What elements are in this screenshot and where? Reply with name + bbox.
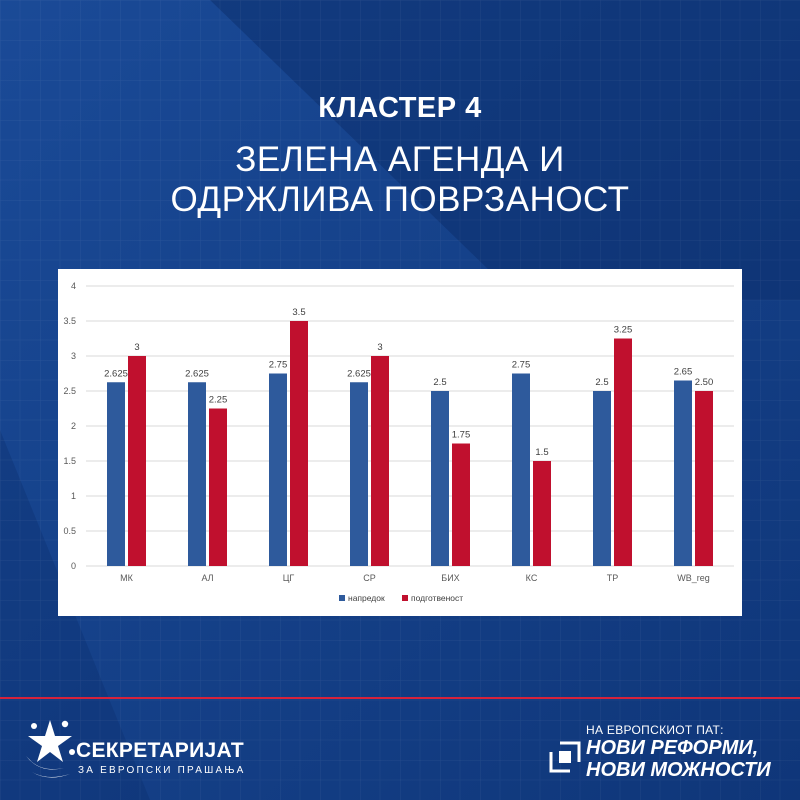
logo-subtitle: ЗА ЕВРОПСКИ ПРАШАЊА — [78, 765, 246, 776]
data-label: 2.625 — [347, 368, 371, 379]
x-tick-label: МК — [120, 573, 133, 583]
x-tick-label: КС — [526, 573, 538, 583]
bar-podgotvenost — [128, 356, 146, 566]
y-tick-label: 0.5 — [63, 526, 76, 536]
accent-divider — [0, 697, 800, 699]
data-label: 2.5 — [595, 377, 608, 388]
slogan-line-2: НОВИ МОЖНОСТИ — [586, 759, 771, 781]
bar-chart-panel: 0 0.5 1 1.5 2 2.5 3 3.5 4 2.625 3 МК 2.625 2.25 АЛ 2.75… — [58, 269, 742, 616]
data-label: 2.65 — [674, 367, 693, 378]
bar-napredok — [512, 373, 530, 566]
y-tick-label: 2 — [71, 421, 76, 431]
bar-napredok — [107, 382, 125, 566]
bar-podgotvenost — [290, 321, 308, 566]
x-tick-label: БИХ — [441, 573, 459, 583]
data-label: 1.5 — [535, 447, 548, 458]
x-tick-label: АЛ — [201, 573, 213, 583]
x-tick-label: СР — [363, 573, 376, 583]
cluster-subtitle: ЗЕЛЕНА АГЕНДА И ОДРЖЛИВА ПОВРЗАНОСТ — [0, 140, 800, 220]
legend-label: подготвеност — [411, 593, 463, 603]
legend-label: напредок — [348, 593, 385, 603]
data-label: 2.75 — [512, 360, 531, 371]
bar-podgotvenost — [614, 338, 632, 566]
data-label: 2.25 — [209, 395, 228, 406]
y-tick-label: 1 — [71, 491, 76, 501]
bar-podgotvenost — [452, 443, 470, 566]
bar-podgotvenost — [533, 461, 551, 566]
data-label: 2.50 — [695, 377, 714, 388]
slogan-main: НОВИ РЕФОРМИ, НОВИ МОЖНОСТИ — [586, 737, 771, 781]
data-label: 3.5 — [292, 307, 305, 318]
y-tick-label: 2.5 — [63, 386, 76, 396]
cluster-title: КЛАСТЕР 4 — [318, 92, 482, 124]
bar-chart: 0 0.5 1 1.5 2 2.5 3 3.5 4 2.625 3 МК 2.625 2.25 АЛ 2.75… — [63, 281, 734, 603]
slogan-line-1: НОВИ РЕФОРМИ, — [586, 737, 759, 759]
slogan-intro: НА ЕВРОПСКИОТ ПАТ: — [586, 723, 724, 737]
data-label: 2.625 — [185, 368, 209, 379]
bar-podgotvenost — [695, 391, 713, 566]
legend-swatch — [339, 595, 345, 601]
slogan-frame-icon — [549, 741, 581, 773]
data-label: 2.5 — [433, 377, 446, 388]
subtitle-line-1: ЗЕЛЕНА АГЕНДА И — [235, 140, 565, 179]
data-label: 2.625 — [104, 368, 128, 379]
data-label: 2.75 — [269, 360, 288, 371]
bar-napredok — [674, 380, 692, 566]
x-tick-label: ТР — [607, 573, 619, 583]
y-tick-label: 3.5 — [63, 316, 76, 326]
y-tick-label: 1.5 — [63, 456, 76, 466]
bar-napredok — [188, 382, 206, 566]
legend-swatch — [402, 595, 408, 601]
x-tick-label: WB_reg — [677, 573, 710, 583]
data-label: 1.75 — [452, 430, 471, 441]
bar-napredok — [593, 391, 611, 566]
bar-napredok — [269, 373, 287, 566]
y-tick-label: 3 — [71, 351, 76, 361]
y-tick-label: 4 — [71, 281, 76, 291]
bar-podgotvenost — [371, 356, 389, 566]
bar-napredok — [431, 391, 449, 566]
bar-napredok — [350, 382, 368, 566]
subtitle-line-2: ОДРЖЛИВА ПОВРЗАНОСТ — [170, 180, 630, 219]
secretariat-logo-icon — [26, 720, 75, 778]
bar-podgotvenost — [209, 408, 227, 566]
data-label: 3 — [377, 342, 382, 353]
data-label: 3 — [134, 342, 139, 353]
data-label: 3.25 — [614, 325, 633, 336]
logo-name: СЕКРЕТАРИЈАТ — [76, 739, 245, 762]
y-tick-label: 0 — [71, 561, 76, 571]
x-tick-label: ЦГ — [283, 573, 295, 583]
